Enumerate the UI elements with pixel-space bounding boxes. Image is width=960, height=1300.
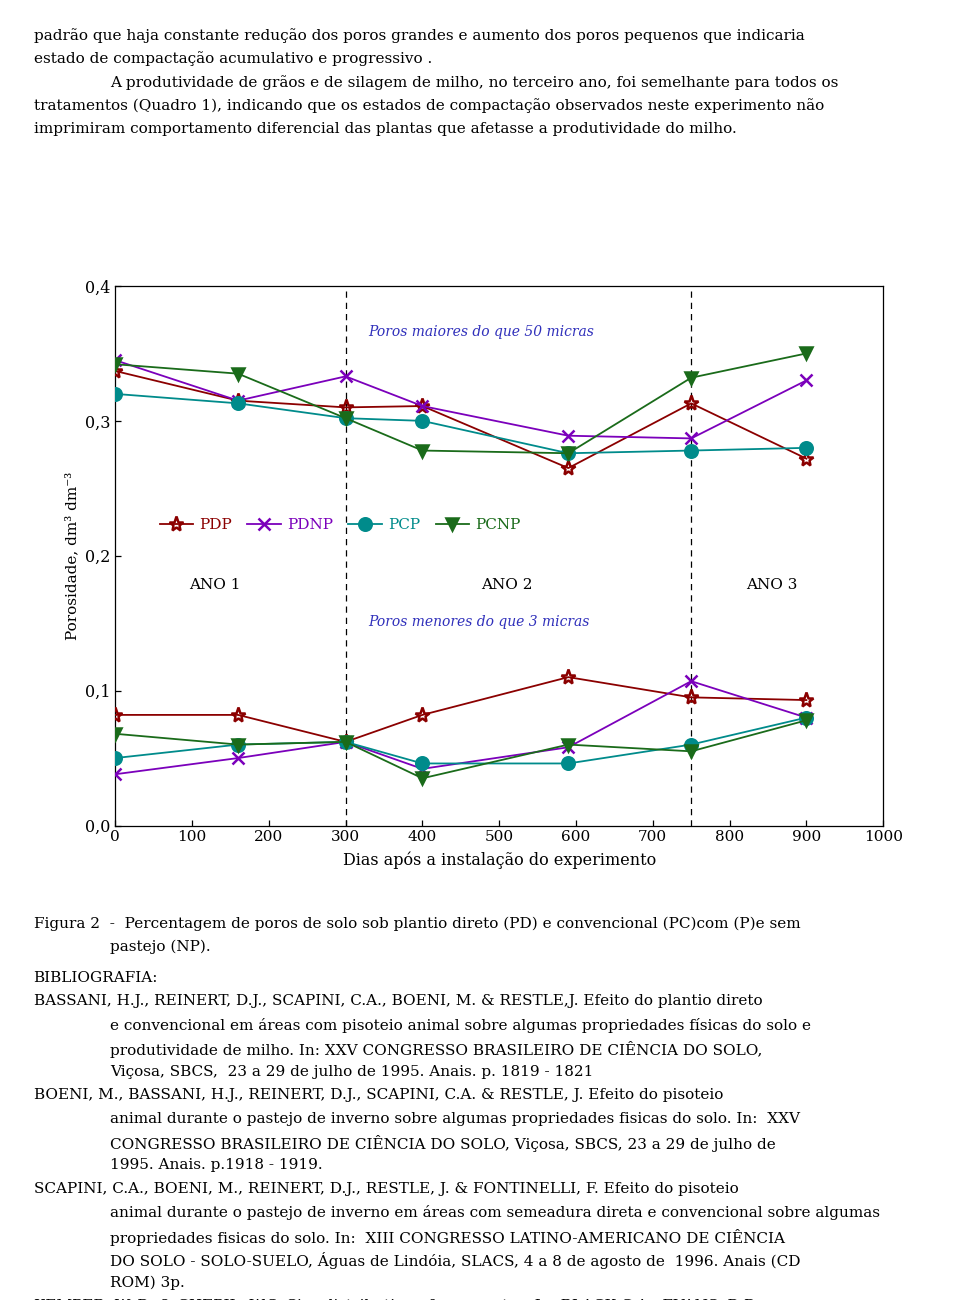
Text: Poros menores do que 3 micras: Poros menores do que 3 micras <box>369 615 590 629</box>
Text: padrão que haja constante redução dos poros grandes e aumento dos poros pequenos: padrão que haja constante redução dos po… <box>34 29 804 43</box>
Text: DO SOLO - SOLO-SUELO, Águas de Lindóia, SLACS, 4 a 8 de agosto de  1996. Anais (: DO SOLO - SOLO-SUELO, Águas de Lindóia, … <box>110 1252 801 1269</box>
Text: animal durante o pastejo de inverno em áreas com semeadura direta e convencional: animal durante o pastejo de inverno em á… <box>110 1205 880 1221</box>
Text: ROM) 3p.: ROM) 3p. <box>110 1275 185 1290</box>
Text: Figura 2  -  Percentagem de poros de solo sob plantio direto (PD) e convencional: Figura 2 - Percentagem de poros de solo … <box>34 916 801 931</box>
X-axis label: Dias após a instalação do experimento: Dias após a instalação do experimento <box>343 852 656 868</box>
Text: KEMPER, W. D. & CHEPIL, W.S. Size distribution of aggregates. In: BLACK,C.A.; EV: KEMPER, W. D. & CHEPIL, W.S. Size distri… <box>34 1299 765 1300</box>
Text: CONGRESSO BRASILEIRO DE CIÊNCIA DO SOLO, Viçosa, SBCS, 23 a 29 de julho de: CONGRESSO BRASILEIRO DE CIÊNCIA DO SOLO,… <box>110 1135 776 1152</box>
Legend: PDP, PDNP, PCP, PCNP: PDP, PDNP, PCP, PCNP <box>154 512 527 538</box>
Text: 1995. Anais. p.1918 - 1919.: 1995. Anais. p.1918 - 1919. <box>110 1158 323 1173</box>
Text: BASSANI, H.J., REINERT, D.J., SCAPINI, C.A., BOENI, M. & RESTLE,J. Efeito do pla: BASSANI, H.J., REINERT, D.J., SCAPINI, C… <box>34 994 762 1009</box>
Text: animal durante o pastejo de inverno sobre algumas propriedades fisicas do solo. : animal durante o pastejo de inverno sobr… <box>110 1112 801 1126</box>
Text: Poros maiores do que 50 micras: Poros maiores do que 50 micras <box>369 325 594 339</box>
Text: estado de compactação acumulativo e progressivo .: estado de compactação acumulativo e prog… <box>34 51 432 66</box>
Text: SCAPINI, C.A., BOENI, M., REINERT, D.J., RESTLE, J. & FONTINELLI, F. Efeito do p: SCAPINI, C.A., BOENI, M., REINERT, D.J.,… <box>34 1182 738 1196</box>
Text: pastejo (NP).: pastejo (NP). <box>110 940 211 954</box>
Text: imprimiram comportamento diferencial das plantas que afetasse a produtividade do: imprimiram comportamento diferencial das… <box>34 121 736 135</box>
Text: ANO 3: ANO 3 <box>746 578 798 593</box>
Text: A produtividade de grãos e de silagem de milho, no terceiro ano, foi semelhante : A produtividade de grãos e de silagem de… <box>110 74 839 90</box>
Text: ANO 1: ANO 1 <box>189 578 241 593</box>
Text: produtividade de milho. In: XXV CONGRESSO BRASILEIRO DE CIÊNCIA DO SOLO,: produtividade de milho. In: XXV CONGRESS… <box>110 1041 763 1058</box>
Text: BIBLIOGRAFIA:: BIBLIOGRAFIA: <box>34 971 158 985</box>
Text: ANO 2: ANO 2 <box>481 578 533 593</box>
Text: propriedades fisicas do solo. In:  XIII CONGRESSO LATINO-AMERICANO DE CIÊNCIA: propriedades fisicas do solo. In: XIII C… <box>110 1228 785 1245</box>
Y-axis label: Porosidade, dm³ dm⁻³: Porosidade, dm³ dm⁻³ <box>65 472 80 640</box>
Text: tratamentos (Quadro 1), indicando que os estados de compactação observados neste: tratamentos (Quadro 1), indicando que os… <box>34 99 824 113</box>
Text: BOENI, M., BASSANI, H.J., REINERT, D.J., SCAPINI, C.A. & RESTLE, J. Efeito do pi: BOENI, M., BASSANI, H.J., REINERT, D.J.,… <box>34 1088 723 1102</box>
Text: e convencional em áreas com pisoteio animal sobre algumas propriedades físicas d: e convencional em áreas com pisoteio ani… <box>110 1018 811 1034</box>
Text: Viçosa, SBCS,  23 a 29 de julho de 1995. Anais. p. 1819 - 1821: Viçosa, SBCS, 23 a 29 de julho de 1995. … <box>110 1065 594 1079</box>
